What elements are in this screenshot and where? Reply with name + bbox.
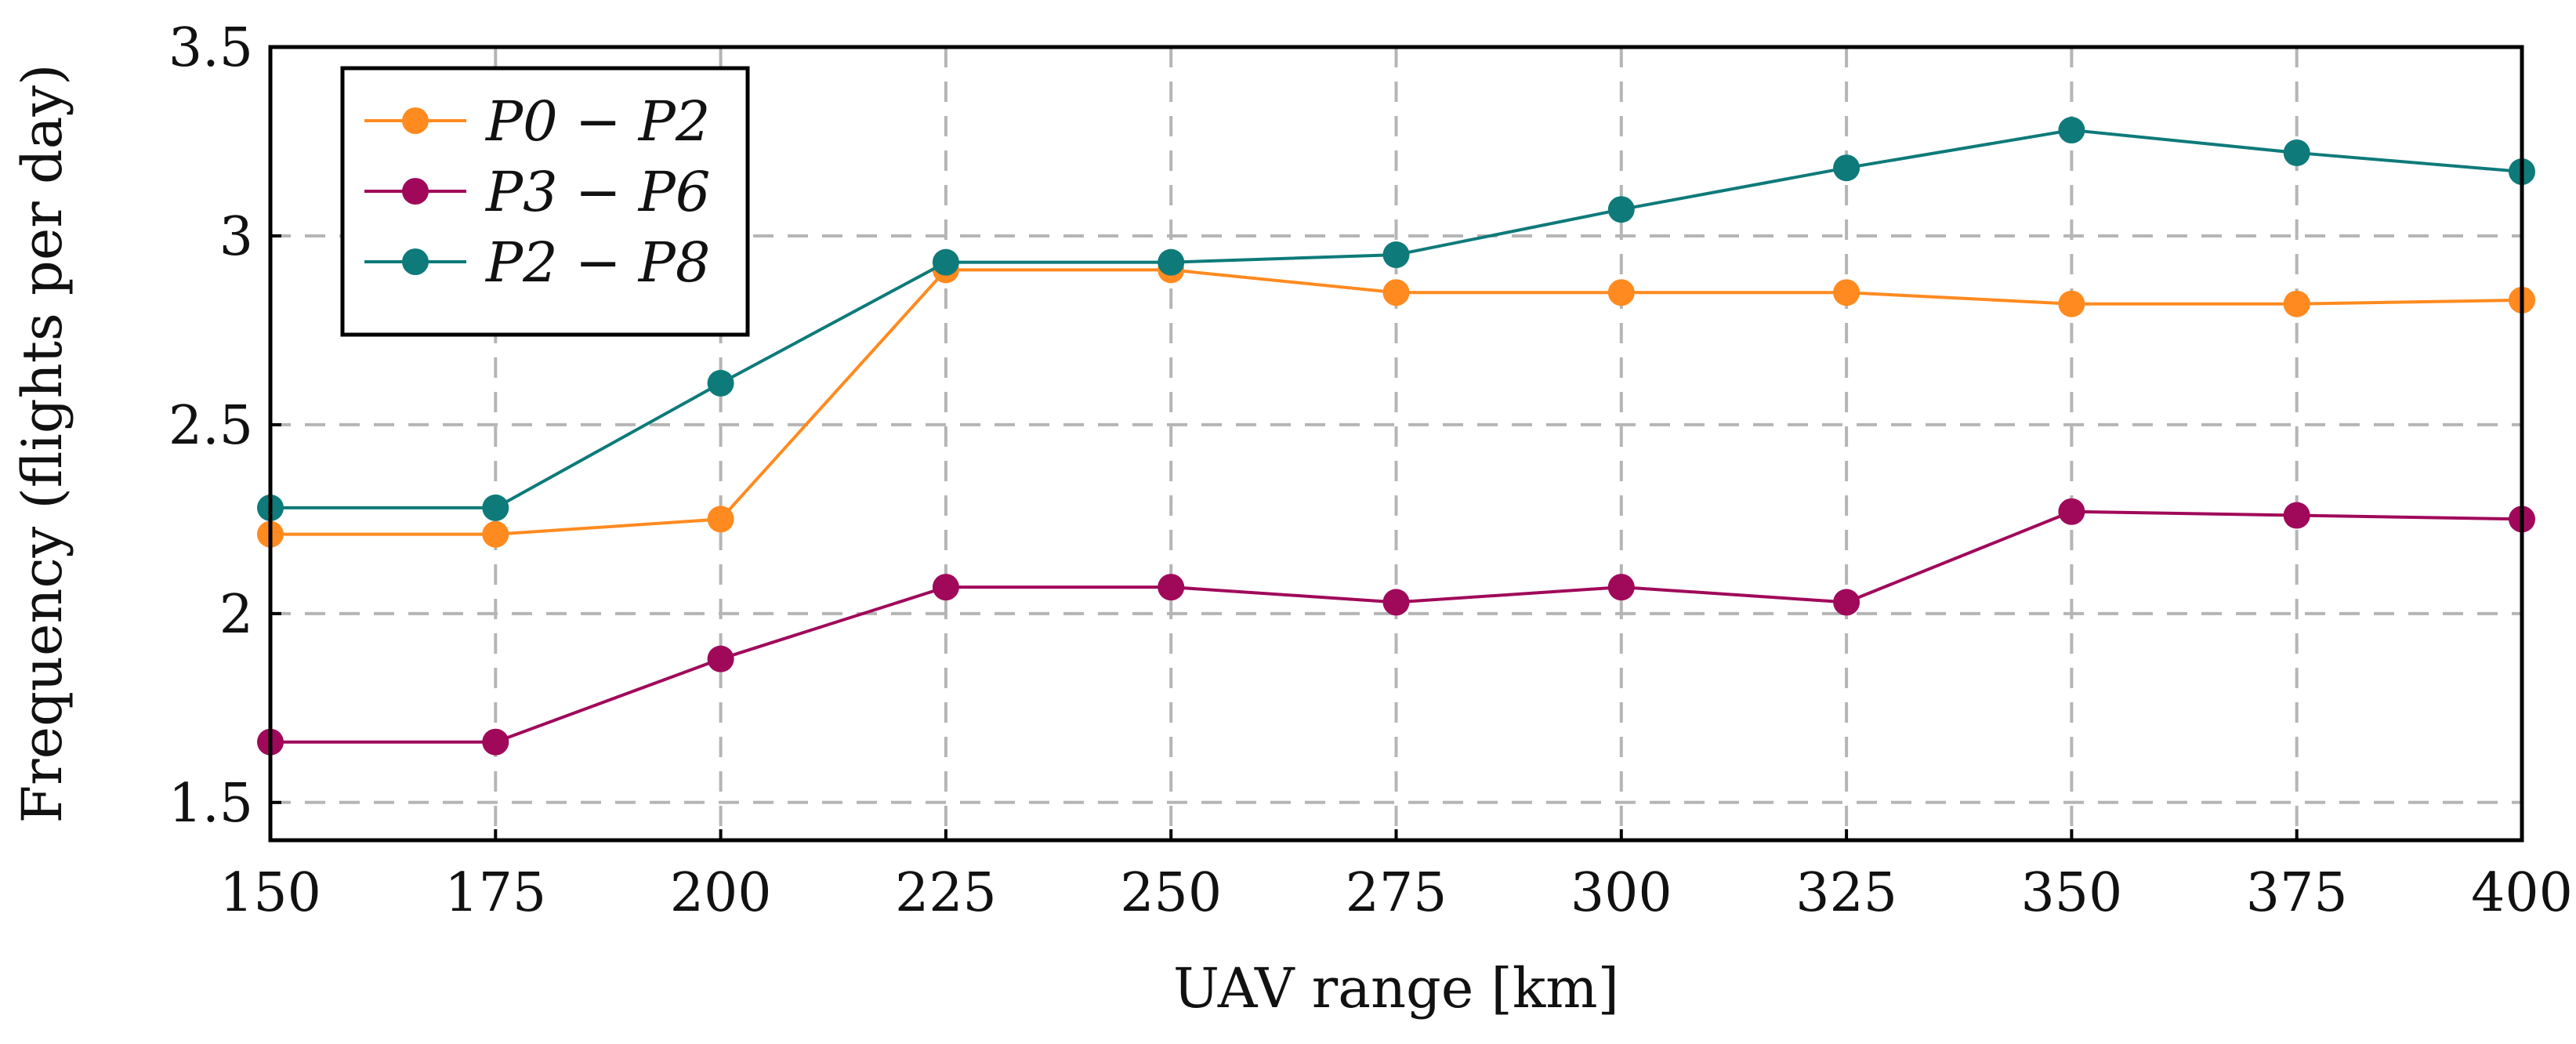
data-point: [2058, 290, 2085, 317]
data-point: [1382, 589, 1410, 616]
series-2: [257, 117, 2535, 521]
x-tick-label: 375: [2246, 862, 2348, 924]
data-point: [482, 728, 509, 756]
y-tick-label: 2: [219, 584, 253, 646]
y-tick-label: 3: [219, 206, 253, 268]
data-point: [932, 574, 959, 601]
data-point: [2283, 139, 2310, 166]
legend-marker: [402, 248, 429, 275]
data-point: [707, 506, 734, 533]
series-1: [257, 498, 2535, 756]
x-tick-label: 275: [1346, 862, 1447, 924]
data-point: [1158, 574, 1185, 601]
tick-labels: 150 175 200 225 250 275 300 325 350 375 400 1.5 2 2.5…: [168, 17, 2573, 924]
y-tick-label: 3.5: [168, 17, 253, 79]
x-tick-label: 175: [444, 862, 546, 924]
data-point: [707, 369, 734, 397]
legend-marker: [402, 107, 429, 134]
x-tick-label: 350: [2021, 862, 2123, 924]
legend-item: P3 − P6: [364, 160, 710, 224]
series-layer: [257, 117, 2535, 756]
x-tick-label: 400: [2471, 862, 2573, 924]
legend-label: P2 − P8: [484, 230, 710, 295]
x-tick-label: 325: [1795, 862, 1897, 924]
data-point: [1158, 248, 1185, 276]
data-point: [1833, 589, 1860, 616]
data-point: [1833, 279, 1860, 306]
data-point: [1382, 241, 1410, 269]
x-tick-label: 150: [219, 862, 321, 924]
x-tick-label: 250: [1120, 862, 1222, 924]
y-tick-label: 1.5: [168, 773, 253, 835]
legend-marker: [402, 178, 429, 205]
data-point: [1382, 279, 1410, 306]
data-point: [932, 248, 959, 276]
data-point: [1607, 279, 1635, 306]
data-point: [707, 645, 734, 672]
legend-label: P0 − P2: [484, 89, 710, 154]
data-point: [2058, 117, 2085, 144]
data-point: [1607, 574, 1635, 601]
x-axis-title: UAV range [km]: [1173, 956, 1619, 1020]
x-tick-label: 200: [670, 862, 772, 924]
x-tick-label: 225: [895, 862, 997, 924]
legend-item: P2 − P8: [364, 230, 710, 295]
data-point: [2058, 498, 2085, 525]
data-point: [1833, 154, 1860, 182]
legend-label: P3 − P6: [484, 160, 710, 224]
x-tick-label: 300: [1571, 862, 1672, 924]
legend-item: P0 − P2: [364, 89, 710, 154]
data-point: [1607, 196, 1635, 223]
data-point: [482, 520, 509, 548]
y-axis-title: Frequency (flights per day): [10, 64, 74, 824]
data-point: [2283, 502, 2310, 529]
y-tick-label: 2.5: [168, 395, 253, 457]
data-point: [482, 494, 509, 521]
data-point: [2283, 290, 2310, 317]
